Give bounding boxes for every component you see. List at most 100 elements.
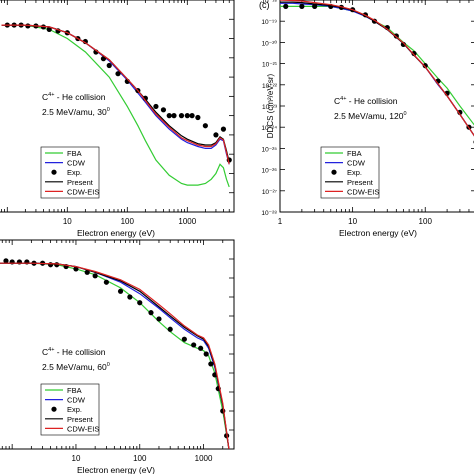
- ion-charge: 4+: [340, 96, 346, 102]
- series-line-present: [0, 262, 230, 449]
- series-line-present: [1, 24, 230, 163]
- x-axis-label: Electron energy (eV): [339, 228, 417, 238]
- energy-annotation: 2.5 MeV/amu, 300: [42, 107, 110, 117]
- plot-frame: [0, 0, 235, 213]
- x-tick-label: 1000: [195, 454, 213, 463]
- data-point-exp: [178, 113, 185, 119]
- legend-label: Present: [67, 415, 94, 424]
- data-point-exp: [47, 262, 54, 268]
- data-point-exp: [167, 326, 173, 332]
- legend-marker: [51, 406, 57, 412]
- ion-charge: 4+: [48, 92, 54, 98]
- data-point-exp: [153, 103, 159, 110]
- legend-box: [40, 146, 100, 199]
- legend-label: Present: [67, 178, 94, 187]
- legend-marker: [331, 169, 337, 175]
- y-tick-label: 10⁻²¹: [262, 62, 278, 69]
- collision-text: - He collision: [54, 92, 105, 102]
- data-point-exp: [213, 132, 219, 138]
- legend-label: Exp.: [347, 168, 362, 177]
- y-tick-label: 10⁻²²: [262, 83, 278, 90]
- data-point-exp: [203, 351, 209, 357]
- x-tick-label: 10: [63, 217, 72, 226]
- panel-2: 1 10 100 10⁻¹⁸ 10⁻¹⁹ 10⁻²⁰ 10⁻²¹ 10⁻²² 10⁻²³ 10⁻²…: [259, 0, 474, 238]
- data-point-exp: [82, 38, 88, 45]
- series-line-fba: [0, 262, 230, 449]
- data-point-exp: [92, 273, 98, 279]
- data-point-exp: [115, 71, 121, 77]
- y-tick-label: 10⁻¹⁸: [261, 0, 277, 5]
- x-tick-label: 10: [348, 217, 357, 226]
- legend-label: Exp.: [67, 405, 82, 414]
- ion-charge: 4+: [48, 347, 54, 353]
- y-axis-label: DDCS (cm²/eV-sr): [266, 73, 275, 138]
- angle-degree: 0: [107, 107, 110, 113]
- plot-frame: [0, 239, 235, 450]
- x-tick-label: 100: [121, 217, 135, 226]
- collision-text: - He collision: [54, 347, 105, 357]
- y-tick-label: 10⁻²⁶: [261, 168, 277, 175]
- legend-label: FBA: [67, 149, 82, 158]
- data-point-exp: [184, 113, 190, 119]
- data-point-exp: [106, 62, 112, 69]
- panel-label: (c): [259, 0, 270, 10]
- ion-symbol: C: [42, 347, 48, 357]
- series-line-cdweis: [1, 24, 230, 165]
- data-point-exp: [202, 123, 208, 129]
- data-point-exp: [411, 50, 417, 57]
- data-point-exp: [181, 336, 187, 342]
- series-line-cdweis: [280, 0, 474, 137]
- data-point-exp: [299, 3, 305, 9]
- legend-label: CDW: [347, 159, 366, 168]
- data-point-exp: [137, 300, 143, 306]
- legend-label: CDW-EIS: [347, 187, 379, 196]
- energy-text: 2.5 MeV/amu, 60: [42, 362, 107, 372]
- legend-label: Exp.: [67, 168, 82, 177]
- x-tick-label: 100: [419, 217, 433, 226]
- collision-text: - He collision: [346, 96, 397, 106]
- data-point-exp: [73, 266, 79, 272]
- y-tick-label: 10⁻²⁸: [261, 210, 277, 217]
- data-point-exp: [198, 345, 204, 351]
- panel-3: 10 100 1000 Electron energy (eV) C4+ - He co…: [0, 239, 235, 474]
- energy-annotation: 2.5 MeV/amu, 1200: [334, 111, 407, 121]
- legend-box: [320, 146, 380, 199]
- data-point-exp: [117, 288, 124, 294]
- y-tick-label: 10⁻¹⁹: [261, 19, 277, 26]
- data-point-exp: [400, 41, 406, 48]
- data-point-exp: [208, 361, 214, 367]
- data-point-exp: [166, 113, 172, 119]
- collision-annotation: C4+ - He collision: [42, 347, 106, 357]
- collision-annotation: C4+ - He collision: [42, 92, 106, 102]
- data-point-exp: [84, 269, 90, 275]
- data-point-exp: [220, 126, 227, 132]
- x-tick-label: 10: [72, 454, 81, 463]
- data-point-exp: [312, 3, 318, 9]
- energy-text: 2.5 MeV/amu, 30: [42, 107, 107, 117]
- series-line-fba: [1, 24, 230, 188]
- y-tick-label: 10⁻²⁷: [262, 189, 278, 196]
- angle-degree: 0: [403, 111, 406, 117]
- data-point-exp: [156, 316, 162, 322]
- series-layer: [1, 22, 232, 188]
- ion-symbol: C: [42, 92, 48, 102]
- series-layer: [0, 258, 230, 449]
- data-point-exp: [148, 310, 154, 316]
- y-tick-label: 10⁻²³: [262, 104, 278, 111]
- energy-text: 2.5 MeV/amu, 120: [334, 111, 404, 121]
- legend-box: [40, 383, 100, 436]
- data-point-exp: [283, 3, 289, 9]
- data-point-exp: [103, 279, 109, 285]
- legend-label: CDW-EIS: [67, 424, 99, 433]
- legend-marker: [51, 169, 57, 175]
- series-line-cdweis: [0, 262, 230, 449]
- data-point-exp: [3, 258, 9, 264]
- data-point-exp: [171, 113, 177, 119]
- data-point-exp: [100, 56, 107, 62]
- legend-label: CDW-EIS: [67, 187, 99, 196]
- angle-degree: 0: [107, 362, 110, 368]
- y-tick-label: 10⁻²⁰: [262, 39, 278, 47]
- data-point-exp: [191, 342, 197, 348]
